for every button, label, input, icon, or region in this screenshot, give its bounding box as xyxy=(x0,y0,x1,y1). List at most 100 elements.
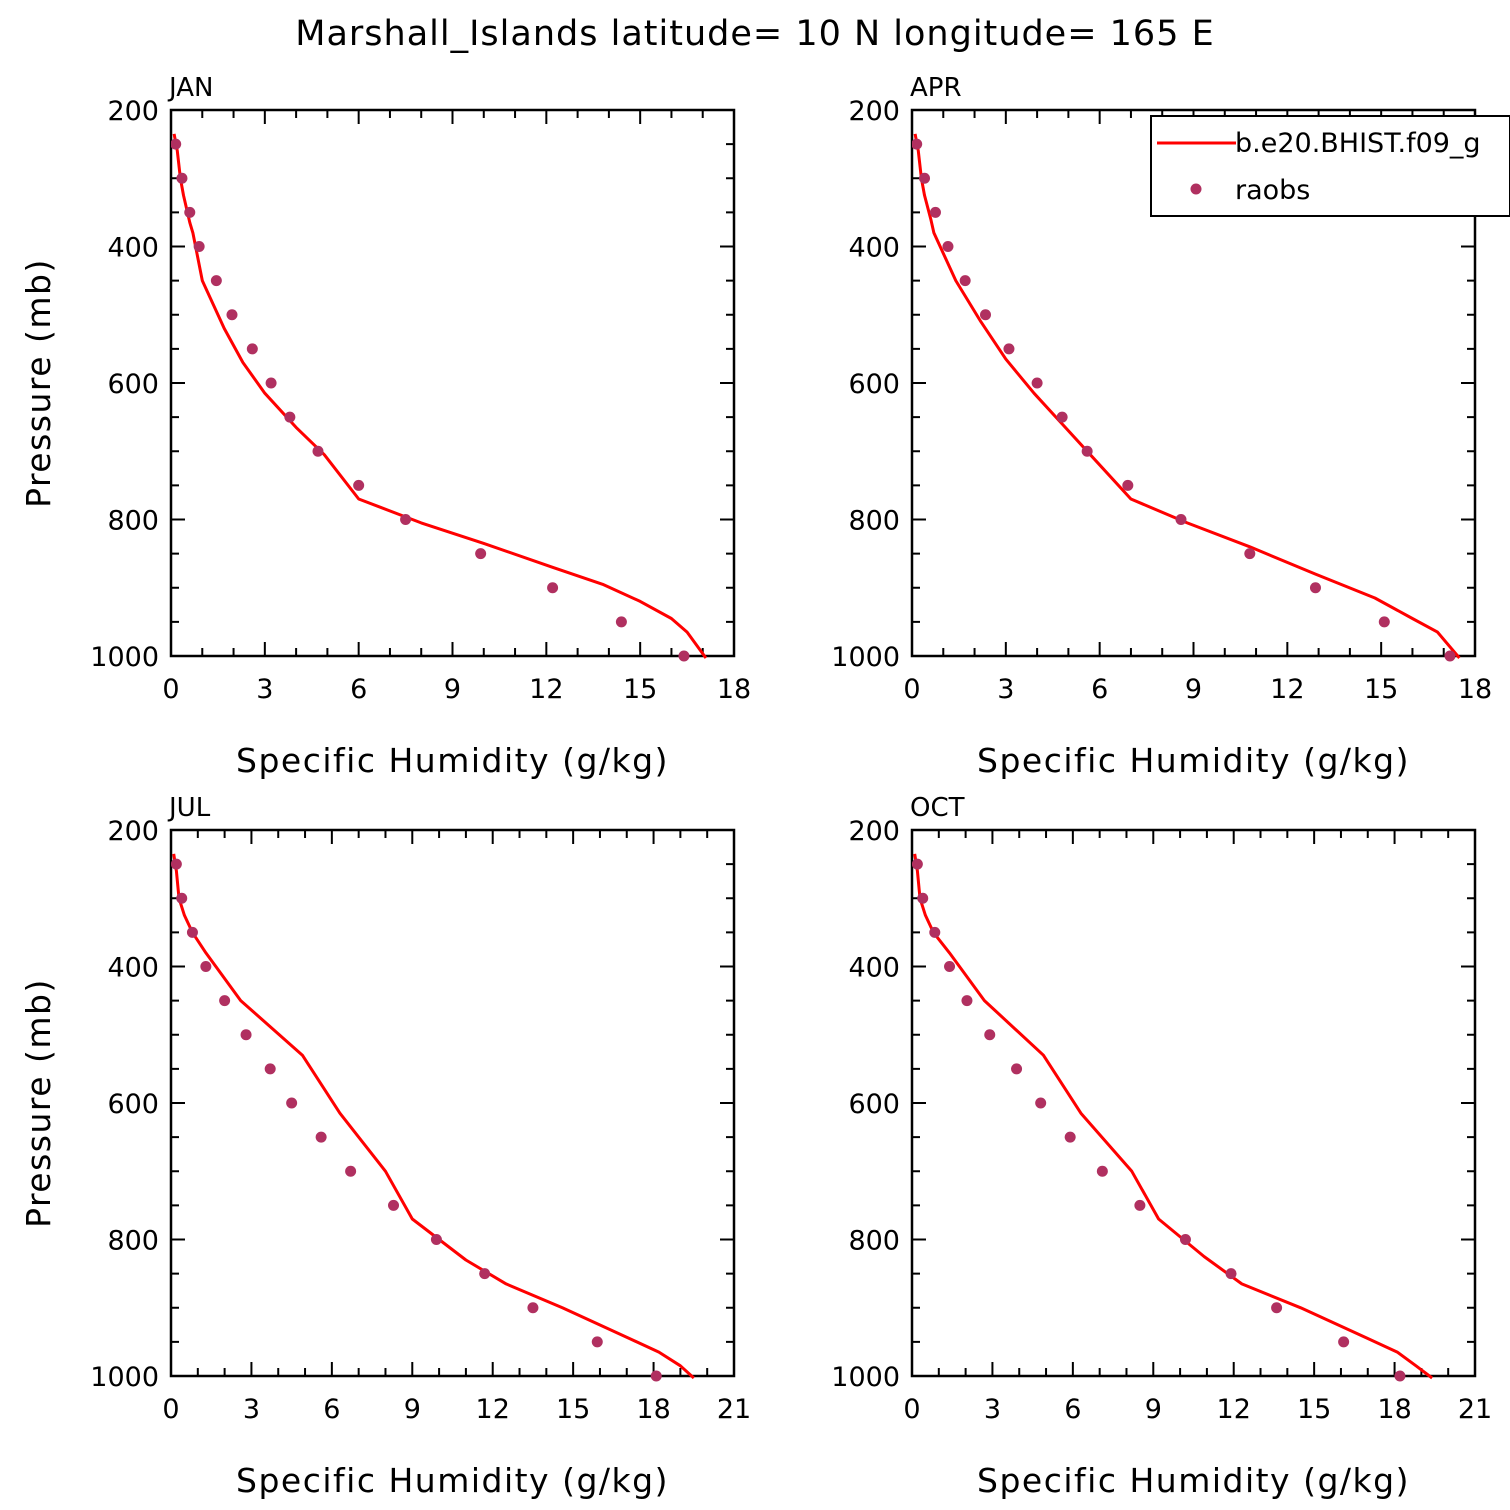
panels: 0 3 6 9 12 15 18 200 400 600 800 1000 JAN Specific Hu… xyxy=(19,73,1510,1500)
x-tick-label: 15 xyxy=(623,674,657,705)
obs-point xyxy=(193,241,205,252)
x-tick-label: 9 xyxy=(1185,674,1202,705)
series-line-model xyxy=(172,133,708,659)
panel-apr: 0 3 6 9 12 15 18 200 400 600 800 1000 APR Specific Hu… xyxy=(831,73,1510,780)
x-tick-label: 3 xyxy=(243,1394,260,1425)
y-tick-label: 200 xyxy=(107,816,159,847)
obs-point xyxy=(312,445,324,457)
obs-point xyxy=(286,1097,298,1109)
obs-point xyxy=(1003,343,1015,355)
obs-point xyxy=(1122,479,1134,491)
panel-label: APR xyxy=(910,73,962,103)
y-tick-label: 400 xyxy=(107,953,159,984)
y-axis-label: Pressure (mb) xyxy=(19,258,58,508)
plot-frame xyxy=(169,108,736,658)
x-axis-label: Specific Humidity (g/kg) xyxy=(977,1461,1410,1500)
obs-point xyxy=(171,858,182,870)
y-tick-label: 200 xyxy=(848,816,900,847)
x-tick-label: 15 xyxy=(556,1394,590,1425)
y-tick-label: 800 xyxy=(107,1226,159,1257)
x-axis-label: Specific Humidity (g/kg) xyxy=(977,741,1410,780)
x-tick-label: 3 xyxy=(984,1394,1001,1425)
obs-point xyxy=(912,858,923,870)
obs-point xyxy=(184,206,196,218)
x-tick-label: 18 xyxy=(1458,674,1492,705)
x-tick-label: 6 xyxy=(350,674,367,705)
obs-point xyxy=(240,1029,252,1041)
plot-area xyxy=(912,853,1434,1382)
x-tick-label: 18 xyxy=(1377,1394,1411,1425)
y-tick-label: 600 xyxy=(107,1089,159,1120)
y-tick-label: 1000 xyxy=(831,1362,900,1393)
obs-point xyxy=(1035,1097,1047,1109)
panel-label: JAN xyxy=(167,73,213,103)
x-tick-label: 9 xyxy=(444,674,461,705)
obs-point xyxy=(917,892,929,904)
obs-point xyxy=(1081,445,1093,457)
series-line-model xyxy=(172,853,695,1380)
x-tick-label: 0 xyxy=(903,674,920,705)
obs-point xyxy=(1244,548,1256,560)
x-tick-label: 12 xyxy=(1270,674,1304,705)
obs-point xyxy=(1096,1165,1108,1177)
plot-frame xyxy=(169,828,736,1378)
obs-point xyxy=(929,926,941,938)
obs-point xyxy=(1309,582,1321,594)
y-tick-label: 600 xyxy=(848,369,900,400)
y-tick-label: 800 xyxy=(848,1226,900,1257)
x-tick-label: 15 xyxy=(1297,1394,1331,1425)
obs-point xyxy=(650,1370,662,1382)
obs-point xyxy=(1175,514,1187,525)
x-tick-label: 6 xyxy=(1064,1394,1081,1425)
panel-jan: 0 3 6 9 12 15 18 200 400 600 800 1000 JAN Specific Hu… xyxy=(19,73,751,780)
x-axis-label: Specific Humidity (g/kg) xyxy=(236,741,669,780)
x-axis-label: Specific Humidity (g/kg) xyxy=(236,1461,669,1500)
obs-point xyxy=(942,241,954,252)
obs-point xyxy=(1338,1336,1350,1348)
x-tick-label: 9 xyxy=(404,1394,421,1425)
obs-point xyxy=(912,138,923,150)
y-tick-label: 400 xyxy=(107,233,159,264)
obs-point xyxy=(171,138,182,150)
y-tick-label: 200 xyxy=(107,96,159,127)
y-tick-label: 1000 xyxy=(831,642,900,673)
y-tick-label: 600 xyxy=(107,369,159,400)
obs-point xyxy=(264,1063,276,1075)
panel-label: OCT xyxy=(910,793,965,823)
x-tick-label: 21 xyxy=(1458,1394,1492,1425)
legend-label-obs: raobs xyxy=(1235,175,1310,206)
obs-point xyxy=(944,961,956,972)
obs-point xyxy=(284,411,296,423)
obs-point xyxy=(400,514,412,525)
plot-area xyxy=(171,133,708,662)
obs-point xyxy=(1011,1063,1023,1075)
y-tick-label: 800 xyxy=(107,506,159,537)
obs-point xyxy=(1444,650,1456,662)
obs-point xyxy=(1225,1268,1237,1280)
obs-point xyxy=(176,172,188,184)
y-tick-label: 600 xyxy=(848,1089,900,1120)
x-tick-label: 3 xyxy=(997,674,1014,705)
obs-point xyxy=(615,616,627,628)
obs-point xyxy=(479,1268,491,1280)
x-tick-label: 0 xyxy=(162,674,179,705)
obs-point xyxy=(1134,1199,1146,1211)
obs-point xyxy=(591,1336,603,1348)
y-tick-label: 400 xyxy=(848,953,900,984)
obs-point xyxy=(527,1302,539,1314)
obs-point xyxy=(919,172,931,184)
obs-point xyxy=(388,1199,400,1211)
obs-point xyxy=(980,309,992,321)
obs-point xyxy=(1271,1302,1283,1314)
obs-point xyxy=(1031,377,1043,389)
plot-frame xyxy=(910,828,1477,1378)
obs-point xyxy=(1394,1370,1406,1382)
y-tick-label: 200 xyxy=(848,96,900,127)
y-tick-label: 800 xyxy=(848,506,900,537)
y-axis-label: Pressure (mb) xyxy=(19,978,58,1228)
panel-oct: 0 3 6 9 12 15 18 21 200 400 600 800 1000 OCT Specific … xyxy=(831,793,1492,1500)
obs-point xyxy=(1179,1234,1191,1245)
obs-point xyxy=(475,548,487,560)
x-tick-label: 12 xyxy=(1217,1394,1251,1425)
